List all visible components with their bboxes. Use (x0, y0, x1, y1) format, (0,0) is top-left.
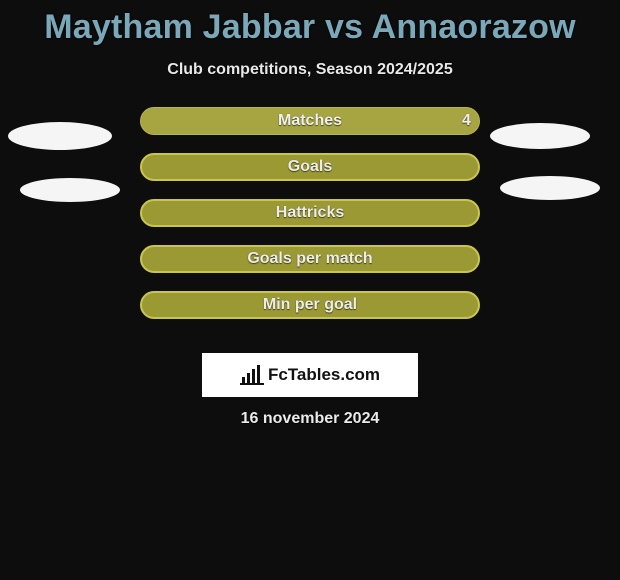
logo-box: FcTables.com (202, 353, 418, 397)
stat-label: Hattricks (276, 204, 344, 222)
subtitle: Club competitions, Season 2024/2025 (0, 61, 620, 79)
stat-label: Min per goal (263, 296, 357, 314)
logo-text: FcTables.com (268, 365, 380, 385)
stat-value: 4 (462, 112, 471, 130)
stat-row: Min per goal (0, 291, 620, 337)
date-text: 16 november 2024 (241, 410, 380, 428)
barchart-icon (240, 365, 264, 385)
side-ellipse (8, 122, 112, 150)
stat-row: Hattricks (0, 199, 620, 245)
stat-label: Matches (278, 112, 342, 130)
side-ellipse (490, 123, 590, 149)
side-ellipse (20, 178, 120, 202)
comparison-infographic: Maytham Jabbar vs Annaorazow Club compet… (0, 0, 620, 580)
stat-label: Goals (288, 158, 332, 176)
stat-row: Goals per match (0, 245, 620, 291)
side-ellipse (500, 176, 600, 200)
stat-label: Goals per match (247, 250, 372, 268)
page-title: Maytham Jabbar vs Annaorazow (0, 0, 620, 47)
